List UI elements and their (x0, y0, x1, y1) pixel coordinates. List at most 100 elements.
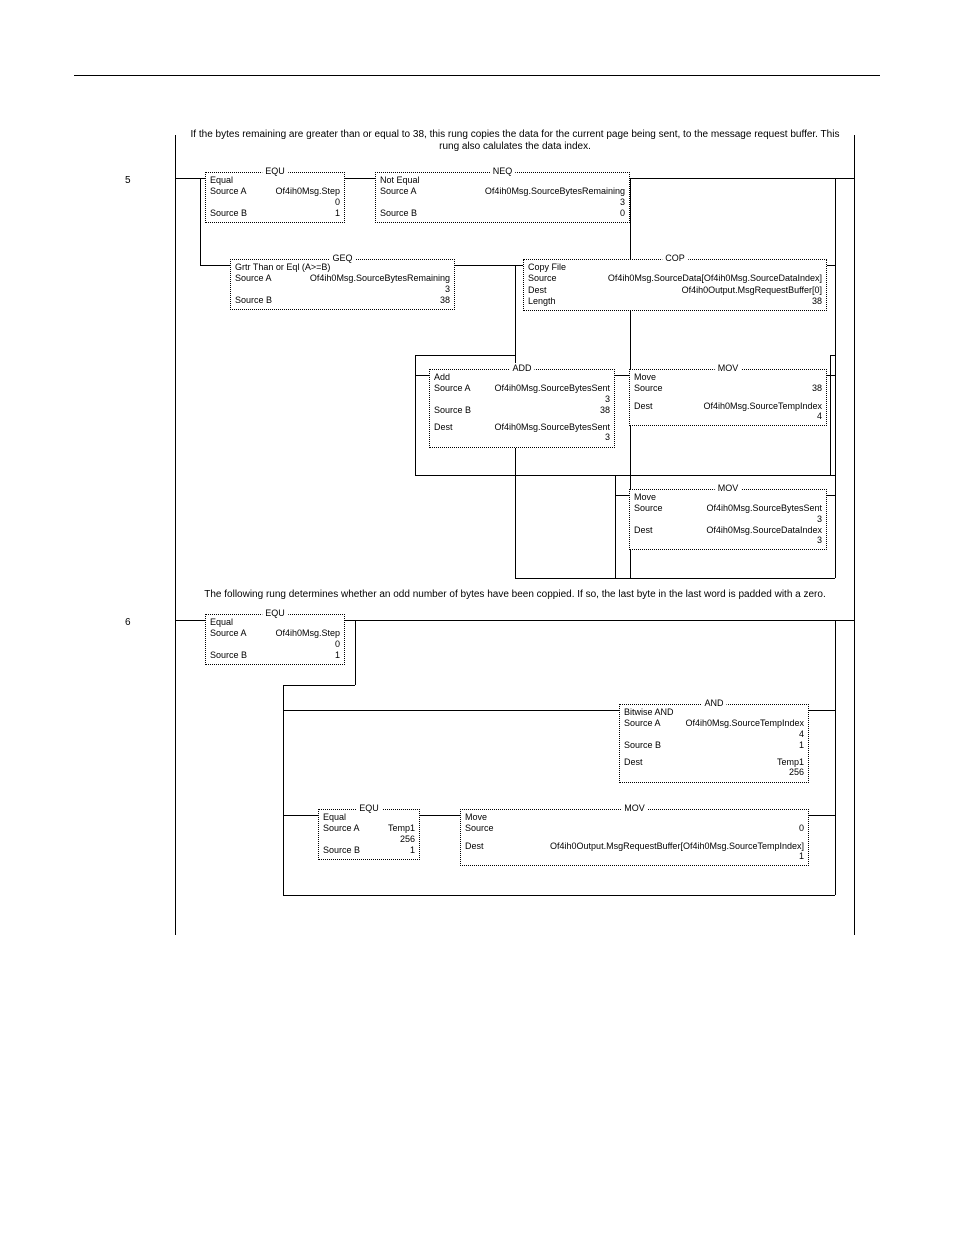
mov-box: MOV Move Source0 DestOf4ih0Output.MsgReq… (460, 809, 809, 866)
wire (835, 620, 836, 895)
mov2-mnemonic: MOV (715, 483, 742, 494)
val: Of4ih0Msg.SourceBytesRemaining (485, 186, 625, 197)
equ1-mnemonic: EQU (262, 608, 288, 619)
under: 1 (465, 851, 804, 862)
val: 0 (799, 823, 804, 834)
ladder-diagram: If the bytes remaining are greater than … (175, 125, 855, 161)
lbl: Source (634, 503, 663, 514)
rung6-comment: The following rung determines whether an… (175, 585, 855, 609)
mov1-mnemonic: MOV (715, 363, 742, 374)
val: Of4ih0Msg.Step (275, 186, 340, 197)
rung6-number: 6 (125, 617, 131, 628)
lbl: Source B (434, 405, 471, 416)
lbl: Dest (434, 422, 453, 433)
lbl: Dest (634, 525, 653, 536)
wire (809, 710, 835, 711)
lbl: Source A (323, 823, 360, 834)
rung5-number: 5 (125, 175, 131, 186)
lbl: Source A (210, 186, 247, 197)
page: If the bytes remaining are greater than … (0, 0, 954, 1235)
equ1-box: EQU Equal Source AOf4ih0Msg.Step 0 Sourc… (205, 614, 345, 665)
wire (455, 265, 515, 266)
neq-mnemonic: NEQ (490, 166, 516, 177)
val: Of4ih0Msg.SourceData[Of4ih0Msg.SourceDat… (608, 273, 822, 284)
wire (345, 178, 375, 179)
mov1-box: MOV Move Source38 DestOf4ih0Msg.SourceTe… (629, 369, 827, 426)
wire (515, 265, 523, 266)
val: 38 (812, 383, 822, 394)
wire (415, 355, 515, 356)
lbl: Source B (235, 295, 272, 306)
val: 1 (799, 740, 804, 751)
lbl: Dest (528, 285, 547, 296)
under: 256 (624, 767, 804, 778)
lbl: Dest (465, 841, 484, 852)
val: Of4ih0Msg.SourceBytesSent (494, 383, 610, 394)
lbl: Source (528, 273, 557, 284)
add-box: ADD Add Source AOf4ih0Msg.SourceBytesSen… (429, 369, 615, 448)
wire (283, 685, 284, 895)
val: Temp1 (388, 823, 415, 834)
left-rail (175, 135, 176, 935)
wire (827, 265, 835, 266)
lbl: Source A (210, 628, 247, 639)
val: 0 (620, 208, 625, 219)
under: 3 (634, 514, 822, 525)
equ2-box: EQU Equal Source ATemp1 256 Source B1 (318, 809, 420, 860)
lbl: Source A (624, 718, 661, 729)
add-mnemonic: ADD (509, 363, 534, 374)
lbl: Source A (380, 186, 417, 197)
wire (830, 355, 831, 475)
val: Of4ih0Output.MsgRequestBuffer[0] (682, 285, 822, 296)
wire (283, 895, 835, 896)
geq-mnemonic: GEQ (329, 253, 355, 264)
val: Of4ih0Msg.SourceDataIndex (706, 525, 822, 536)
val: Of4ih0Msg.SourceBytesRemaining (310, 273, 450, 284)
val: Of4ih0Msg.SourceTempIndex (703, 401, 822, 412)
val: 1 (335, 650, 340, 661)
val: Of4ih0Msg.SourceBytesSent (706, 503, 822, 514)
wire (830, 355, 835, 356)
equ-box: EQU Equal Source AOf4ih0Msg.Step 0 Sourc… (205, 172, 345, 223)
lbl: Source A (235, 273, 272, 284)
under: 3 (434, 394, 610, 405)
wire (830, 475, 835, 476)
wire (200, 265, 230, 266)
under: 3 (434, 432, 610, 443)
cop-box: COP Copy File SourceOf4ih0Msg.SourceData… (523, 259, 827, 311)
wire (615, 475, 616, 578)
wire (283, 710, 619, 711)
lbl: Source B (210, 208, 247, 219)
wire (200, 178, 201, 265)
and-mnemonic: AND (701, 698, 726, 709)
wire (283, 685, 355, 686)
val: Of4ih0Msg.SourceBytesSent (494, 422, 610, 433)
equ-mnemonic: EQU (262, 166, 288, 177)
val: Of4ih0Output.MsgRequestBuffer[Of4ih0Msg.… (550, 841, 804, 852)
lbl: Source (634, 383, 663, 394)
rung5-comment: If the bytes remaining are greater than … (175, 125, 855, 161)
under: 3 (634, 535, 822, 546)
lbl: Source B (210, 650, 247, 661)
val: 38 (600, 405, 610, 416)
wire (827, 495, 835, 496)
wire (345, 620, 855, 621)
wire (809, 815, 835, 816)
wire (415, 375, 429, 376)
under: 256 (323, 834, 415, 845)
val: Of4ih0Msg.SourceTempIndex (685, 718, 804, 729)
val: 38 (812, 296, 822, 307)
under: 3 (235, 284, 450, 295)
mov-mnemonic: MOV (621, 803, 648, 814)
lbl: Source A (434, 383, 471, 394)
right-rail (854, 135, 855, 935)
equ2-mnemonic: EQU (356, 803, 382, 814)
lbl: Source B (624, 740, 661, 751)
wire (415, 355, 416, 475)
mov2-box: MOV Move SourceOf4ih0Msg.SourceBytesSent… (629, 489, 827, 550)
val: Of4ih0Msg.Step (275, 628, 340, 639)
wire (420, 815, 460, 816)
wire (415, 475, 830, 476)
wire (835, 178, 836, 265)
val: 1 (410, 845, 415, 856)
